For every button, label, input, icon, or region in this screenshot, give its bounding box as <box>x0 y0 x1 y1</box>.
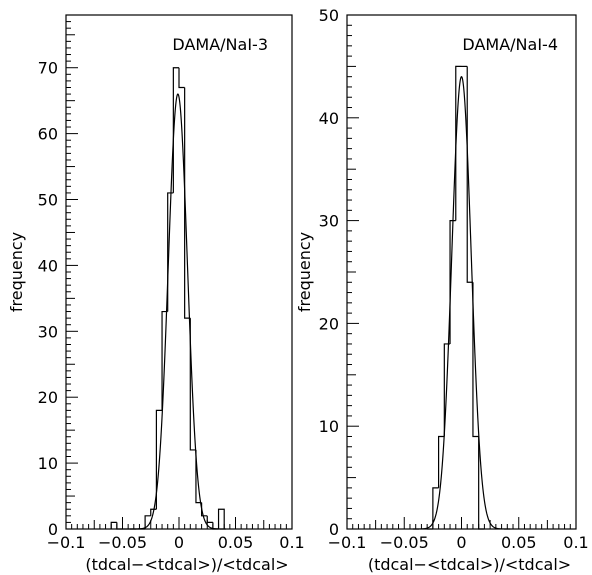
gaussian-fit-curve <box>129 93 226 530</box>
x-tick-label: 0 <box>174 533 184 552</box>
panel-dama-nai-4: −0.1 −0.05 0 0.05 0.1 0 10 20 30 40 50 (tdcal−<tdca… <box>295 6 589 574</box>
y-axis-label: frequency <box>295 232 314 312</box>
histogram-bin <box>178 67 185 89</box>
histogram-bin <box>472 282 479 438</box>
y-tick-label: 40 <box>319 109 339 128</box>
x-tick-label: −0.05 <box>380 533 429 552</box>
histogram-bin <box>206 515 213 524</box>
histogram-bin <box>161 310 168 411</box>
x-tick-label: −0.1 <box>47 533 86 552</box>
y-tick-label: 0 <box>329 520 339 539</box>
y-tick-label: 0 <box>48 520 58 539</box>
y-tick-label: 20 <box>38 388 58 407</box>
gaussian-fit-curve <box>412 75 511 530</box>
histogram-bin <box>116 522 123 530</box>
histogram-bin <box>432 487 439 529</box>
panel-title: DAMA/NaI-3 <box>172 35 268 54</box>
x-tick-label: −0.1 <box>328 533 367 552</box>
y-tick-label: 50 <box>319 6 339 25</box>
x-tick-label: 0.1 <box>563 533 588 552</box>
y-tick-label: 20 <box>319 314 339 333</box>
y-tick-label: 60 <box>38 125 58 144</box>
histogram-bin <box>455 65 462 221</box>
y-tick-label: 10 <box>38 454 58 473</box>
y-tick-label: 40 <box>38 256 58 275</box>
histogram-bin <box>155 409 163 510</box>
histogram-bin <box>195 449 202 504</box>
panel-title: DAMA/NaI-4 <box>462 35 558 54</box>
y-axis-label: frequency <box>7 232 26 312</box>
x-axis-label: (tdcal−<tdcal>)/<tdcal> <box>368 555 571 574</box>
y-tick-label: 70 <box>38 59 58 78</box>
x-tick-label: 0.05 <box>218 533 254 552</box>
x-tick-label: 0.1 <box>279 533 304 552</box>
x-tick-label: 0.05 <box>501 533 537 552</box>
y-tick-label: 30 <box>319 212 339 231</box>
histogram-bin <box>189 318 196 451</box>
histogram-bin <box>217 508 225 529</box>
y-tick-label: 50 <box>38 191 58 210</box>
plot-frame <box>65 14 293 530</box>
histogram-bin <box>478 436 485 530</box>
x-tick-label: −0.05 <box>98 533 147 552</box>
x-axis-label: (tdcal−<tdcal>)/<tdcal> <box>85 555 288 574</box>
panel-dama-nai-3: −0.1 −0.05 0 0.05 0.1 0 10 20 30 40 50 60 70 (tdcal−<… <box>7 14 305 574</box>
x-tick-label: 0 <box>456 533 466 552</box>
y-tick-label: 10 <box>319 417 339 436</box>
histogram-bin <box>184 87 191 319</box>
plot-frame <box>346 14 577 530</box>
y-tick-label: 30 <box>38 322 58 341</box>
histogram-bin <box>110 521 117 529</box>
histogram-bin <box>438 435 445 488</box>
histogram-bin <box>144 515 151 529</box>
